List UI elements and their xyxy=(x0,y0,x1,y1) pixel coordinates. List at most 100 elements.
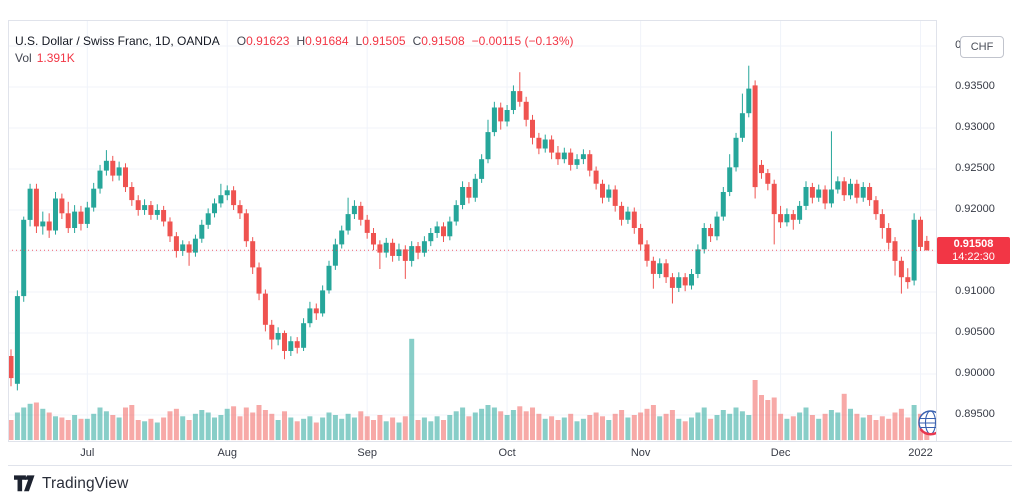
time-axis[interactable]: Jul Aug Sep Oct Nov Dec 2022 xyxy=(8,441,1012,466)
volume-bar xyxy=(256,405,262,440)
candle-body xyxy=(434,226,440,233)
volume-bar xyxy=(898,408,904,441)
candle-body xyxy=(803,187,809,206)
candle-body xyxy=(727,167,733,192)
candle-body xyxy=(148,205,154,215)
volume-bar xyxy=(320,417,326,440)
volume-bar xyxy=(625,417,631,440)
candle-body xyxy=(606,189,612,198)
volume-bar xyxy=(714,415,720,440)
candle-body xyxy=(549,139,555,153)
volume-bar xyxy=(129,405,135,440)
volume-bar xyxy=(530,407,535,440)
candle-body xyxy=(682,277,688,286)
candle-body xyxy=(339,230,345,245)
candle-body xyxy=(816,189,822,198)
volume-bar xyxy=(727,413,733,441)
candle-body xyxy=(809,187,815,198)
legend: U.S. Dollar / Swiss Franc, 1D, OANDA O 0.9… xyxy=(15,33,574,67)
candle-body xyxy=(282,333,287,351)
candle-body xyxy=(689,274,694,286)
candle-body xyxy=(269,324,275,340)
volume-bar xyxy=(644,408,650,441)
time-axis-label: Aug xyxy=(217,447,238,459)
candle-body xyxy=(167,221,173,237)
volume-bar xyxy=(631,415,637,440)
candle-body xyxy=(364,219,370,233)
candle-body xyxy=(504,110,510,122)
candle-body xyxy=(396,249,402,256)
price-axis[interactable]: 0.940000.935000.930000.925000.920000.915… xyxy=(936,20,1012,441)
volume-bar xyxy=(517,406,523,441)
time-axis-label: 2022 xyxy=(908,447,933,459)
volume-bar xyxy=(237,416,243,441)
volume-bar xyxy=(116,417,122,440)
volume-bar xyxy=(186,420,192,440)
candle-body xyxy=(116,167,122,176)
candle-body xyxy=(59,198,65,214)
candle-body xyxy=(46,221,52,231)
candle-body xyxy=(453,205,459,222)
volume-bar xyxy=(326,412,332,440)
volume-bar xyxy=(447,415,453,440)
volume-bar xyxy=(275,420,281,440)
candle-body xyxy=(835,181,841,190)
currency-toggle-button[interactable]: CHF xyxy=(960,36,1004,58)
candle-body xyxy=(460,187,466,205)
candle-body xyxy=(326,265,332,291)
volume-bar xyxy=(606,420,612,440)
candle-body xyxy=(307,308,313,324)
volume-bar xyxy=(701,407,707,440)
open-label: O xyxy=(236,34,247,48)
low-value: 0.91505 xyxy=(362,34,406,48)
volume-bar xyxy=(759,395,764,440)
high-label: H xyxy=(296,34,306,48)
volume-bar xyxy=(415,420,421,440)
volume-bar xyxy=(351,417,357,440)
volume-bar xyxy=(269,413,275,441)
volume-bar xyxy=(580,418,586,441)
candle-body xyxy=(199,224,205,239)
volume-bar xyxy=(390,417,396,440)
volume-bar xyxy=(790,416,796,441)
volume-bar xyxy=(173,408,179,441)
volume-bar xyxy=(441,420,446,440)
volume-bar xyxy=(224,408,230,441)
volume-bar xyxy=(720,410,726,440)
tradingview-logo-icon xyxy=(14,475,35,492)
symbol-title[interactable]: U.S. Dollar / Swiss Franc, 1D, OANDA xyxy=(15,34,220,48)
volume-bar xyxy=(396,422,402,440)
volume-bar xyxy=(612,413,618,441)
widget-border-top xyxy=(8,20,1011,21)
volume-bar xyxy=(860,417,866,440)
volume-bar xyxy=(593,412,599,440)
candle-body xyxy=(205,213,211,225)
candle-body xyxy=(892,241,898,261)
candle-body xyxy=(924,240,930,251)
volume-bar xyxy=(746,415,752,440)
volume-bar xyxy=(752,380,758,440)
time-axis-label: Nov xyxy=(630,447,651,459)
candle-body xyxy=(867,187,873,201)
candle-body xyxy=(256,267,262,294)
price-axis-label: 0.92000 xyxy=(955,203,995,215)
volume-bar xyxy=(262,410,268,440)
volume-bar xyxy=(848,408,853,441)
volume-bar xyxy=(892,412,898,440)
volume-bar xyxy=(867,415,873,440)
volume-bar xyxy=(460,407,466,440)
price-axis-label: 0.90000 xyxy=(955,367,995,379)
volume-bar xyxy=(409,338,415,441)
volume-bar xyxy=(371,420,376,440)
time-axis-label: Sep xyxy=(357,447,377,459)
candle-body xyxy=(771,183,777,215)
tradingview-logo[interactable]: TradingView xyxy=(14,475,128,493)
close-value: 0.91508 xyxy=(421,34,465,48)
volume-bar xyxy=(619,410,625,440)
volume-bar xyxy=(288,417,294,440)
volume-bar xyxy=(682,421,688,441)
high-value: 0.91684 xyxy=(305,34,349,48)
candle-body xyxy=(288,341,294,351)
